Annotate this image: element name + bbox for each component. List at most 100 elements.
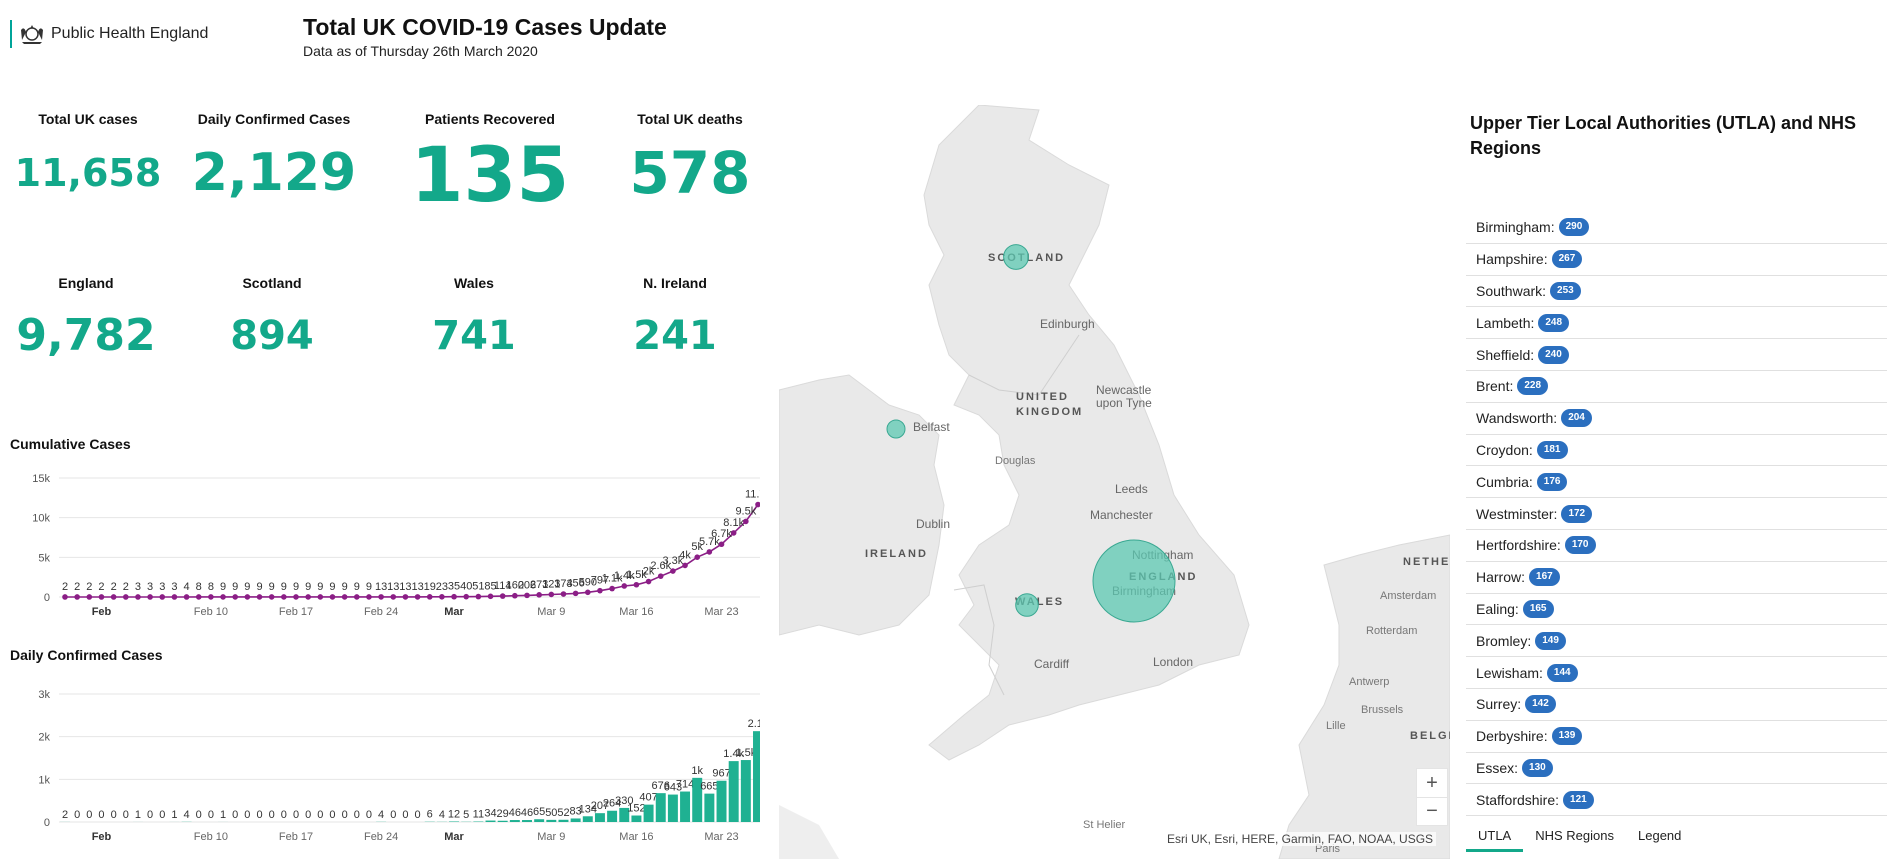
data-label: 160 — [506, 580, 524, 592]
data-label: 9 — [293, 581, 299, 593]
kpi-value: 11,658 — [14, 151, 162, 195]
data-label: 8.1k — [723, 517, 744, 529]
bar — [680, 791, 691, 822]
utla-row[interactable]: Lewisham: 144 — [1466, 657, 1887, 689]
zoom-in-button[interactable]: + — [1426, 771, 1438, 794]
x-tick-label: Mar 23 — [704, 606, 738, 618]
tab-utla[interactable]: UTLA — [1466, 822, 1524, 852]
data-point — [183, 594, 190, 600]
x-tick-label: Feb 17 — [279, 606, 313, 618]
zoom-out-button[interactable]: − — [1417, 797, 1447, 825]
data-label: 29 — [497, 808, 509, 820]
bar — [692, 777, 703, 822]
data-label: 35 — [448, 581, 460, 593]
data-label: 4 — [378, 809, 384, 821]
data-label: 0 — [74, 809, 80, 821]
bar — [716, 780, 727, 822]
utla-row[interactable]: Harrow: 167 — [1466, 562, 1887, 594]
utla-row[interactable]: Surrey: 142 — [1466, 689, 1887, 721]
data-label: 0 — [147, 809, 153, 821]
x-tick-label: Feb 24 — [364, 606, 398, 618]
data-point — [633, 581, 640, 588]
kpi-value: 9,782 — [16, 310, 156, 361]
case-count-badge: 172 — [1561, 504, 1593, 523]
data-label: 0 — [293, 809, 299, 821]
data-point — [62, 594, 68, 600]
utla-row[interactable]: Sheffield: 240 — [1466, 339, 1887, 371]
data-point — [122, 594, 129, 600]
y-tick-label: 15k — [32, 473, 50, 485]
utla-panel: Upper Tier Local Authorities (UTLA) and … — [1454, 0, 1887, 859]
data-label: 0 — [366, 809, 372, 821]
data-label: 9 — [329, 581, 335, 593]
case-count-badge: 290 — [1558, 218, 1590, 237]
kpi-label: England — [58, 275, 114, 291]
data-label: 0 — [329, 809, 335, 821]
map-label: Belfast — [913, 420, 950, 434]
data-point — [353, 594, 360, 600]
bar — [728, 761, 739, 822]
data-label: 1k — [691, 765, 703, 777]
utla-row[interactable]: Derbyshire: 139 — [1466, 721, 1887, 753]
utla-row[interactable]: Croydon: 181 — [1466, 435, 1887, 467]
utla-row[interactable]: Hertfordshire: 170 — [1466, 530, 1887, 562]
data-label: 9 — [366, 581, 372, 593]
data-label: 4 — [184, 581, 190, 593]
data-label: 206 — [518, 579, 536, 591]
cumulative-cases-chart: 0 5k 10k 15k Feb Feb 10 Feb 17 Feb 24 Mar Mar 9 Ma… — [32, 473, 760, 618]
data-label: 6 — [427, 809, 433, 821]
data-point — [317, 594, 324, 600]
data-point — [597, 587, 603, 594]
data-label: 676 — [652, 780, 670, 792]
data-point — [730, 530, 737, 536]
kpi-patients-recovered: Patients Recovered 135 — [390, 111, 590, 213]
data-label: 2 — [98, 581, 104, 593]
data-label: 373 — [554, 578, 572, 590]
utla-row[interactable]: Staffordshire: 121 — [1466, 784, 1887, 817]
map-label: Cardiff — [1034, 657, 1070, 671]
x-tick-label: Mar 16 — [619, 606, 653, 618]
utla-row[interactable]: Wandsworth: 204 — [1466, 403, 1887, 435]
data-point — [560, 591, 567, 597]
kpi-value: 241 — [633, 313, 717, 359]
data-label: 264 — [603, 798, 621, 810]
utla-row[interactable]: Hampshire: 267 — [1466, 244, 1887, 276]
tab-legend[interactable]: Legend — [1638, 828, 1682, 843]
utla-row[interactable]: Westminster: 172 — [1466, 498, 1887, 530]
data-label: 330 — [615, 795, 633, 807]
kpi-label: Wales — [454, 275, 494, 291]
map-label: UNITED — [1016, 391, 1069, 403]
data-label: 590 — [579, 576, 597, 588]
utla-row[interactable]: Lambeth: 248 — [1466, 307, 1887, 340]
uk-map[interactable]: SCOTLANDEdinburghUNITEDKINGDOMNewcastleu… — [779, 105, 1450, 859]
data-label: 1.1k — [602, 573, 623, 585]
data-label: 114 — [494, 580, 512, 592]
org-name: Public Health England — [51, 25, 209, 42]
utla-row[interactable]: Brent: 228 — [1466, 371, 1887, 403]
data-point — [378, 594, 384, 600]
x-tick-label: Feb 10 — [194, 606, 228, 618]
case-bubble — [1015, 593, 1039, 617]
data-label: 0 — [305, 809, 311, 821]
kpi-total-uk-cases: Total UK cases 11,658 — [0, 111, 188, 192]
utla-row[interactable]: Birmingham: 290 — [1466, 212, 1887, 244]
map-label: Newcastle — [1096, 383, 1152, 397]
x-tick-label: Feb 24 — [364, 831, 398, 843]
data-point — [147, 594, 153, 600]
utla-list[interactable]: Birmingham: 290 Hampshire: 267 Southwark: 253… — [1466, 212, 1887, 817]
data-point — [657, 573, 664, 579]
utla-row[interactable]: Ealing: 165 — [1466, 594, 1887, 626]
case-count-badge: 121 — [1563, 790, 1594, 809]
map-attribution: Esri UK, Esri, HERE, Garmin, FAO, NOAA, … — [1164, 832, 1437, 846]
data-point — [135, 594, 141, 600]
tab-nhs-regions[interactable]: NHS Regions — [1535, 828, 1614, 843]
data-label: 0 — [354, 809, 360, 821]
utla-row[interactable]: Cumbria: 176 — [1466, 466, 1887, 499]
bar — [753, 731, 760, 822]
utla-row[interactable]: Southwark: 253 — [1466, 276, 1887, 308]
bar — [582, 816, 593, 822]
data-label: 6.7k — [711, 528, 732, 540]
utla-row[interactable]: Essex: 130 — [1466, 753, 1887, 785]
utla-row[interactable]: Bromley: 149 — [1466, 625, 1887, 658]
bar — [522, 820, 532, 822]
